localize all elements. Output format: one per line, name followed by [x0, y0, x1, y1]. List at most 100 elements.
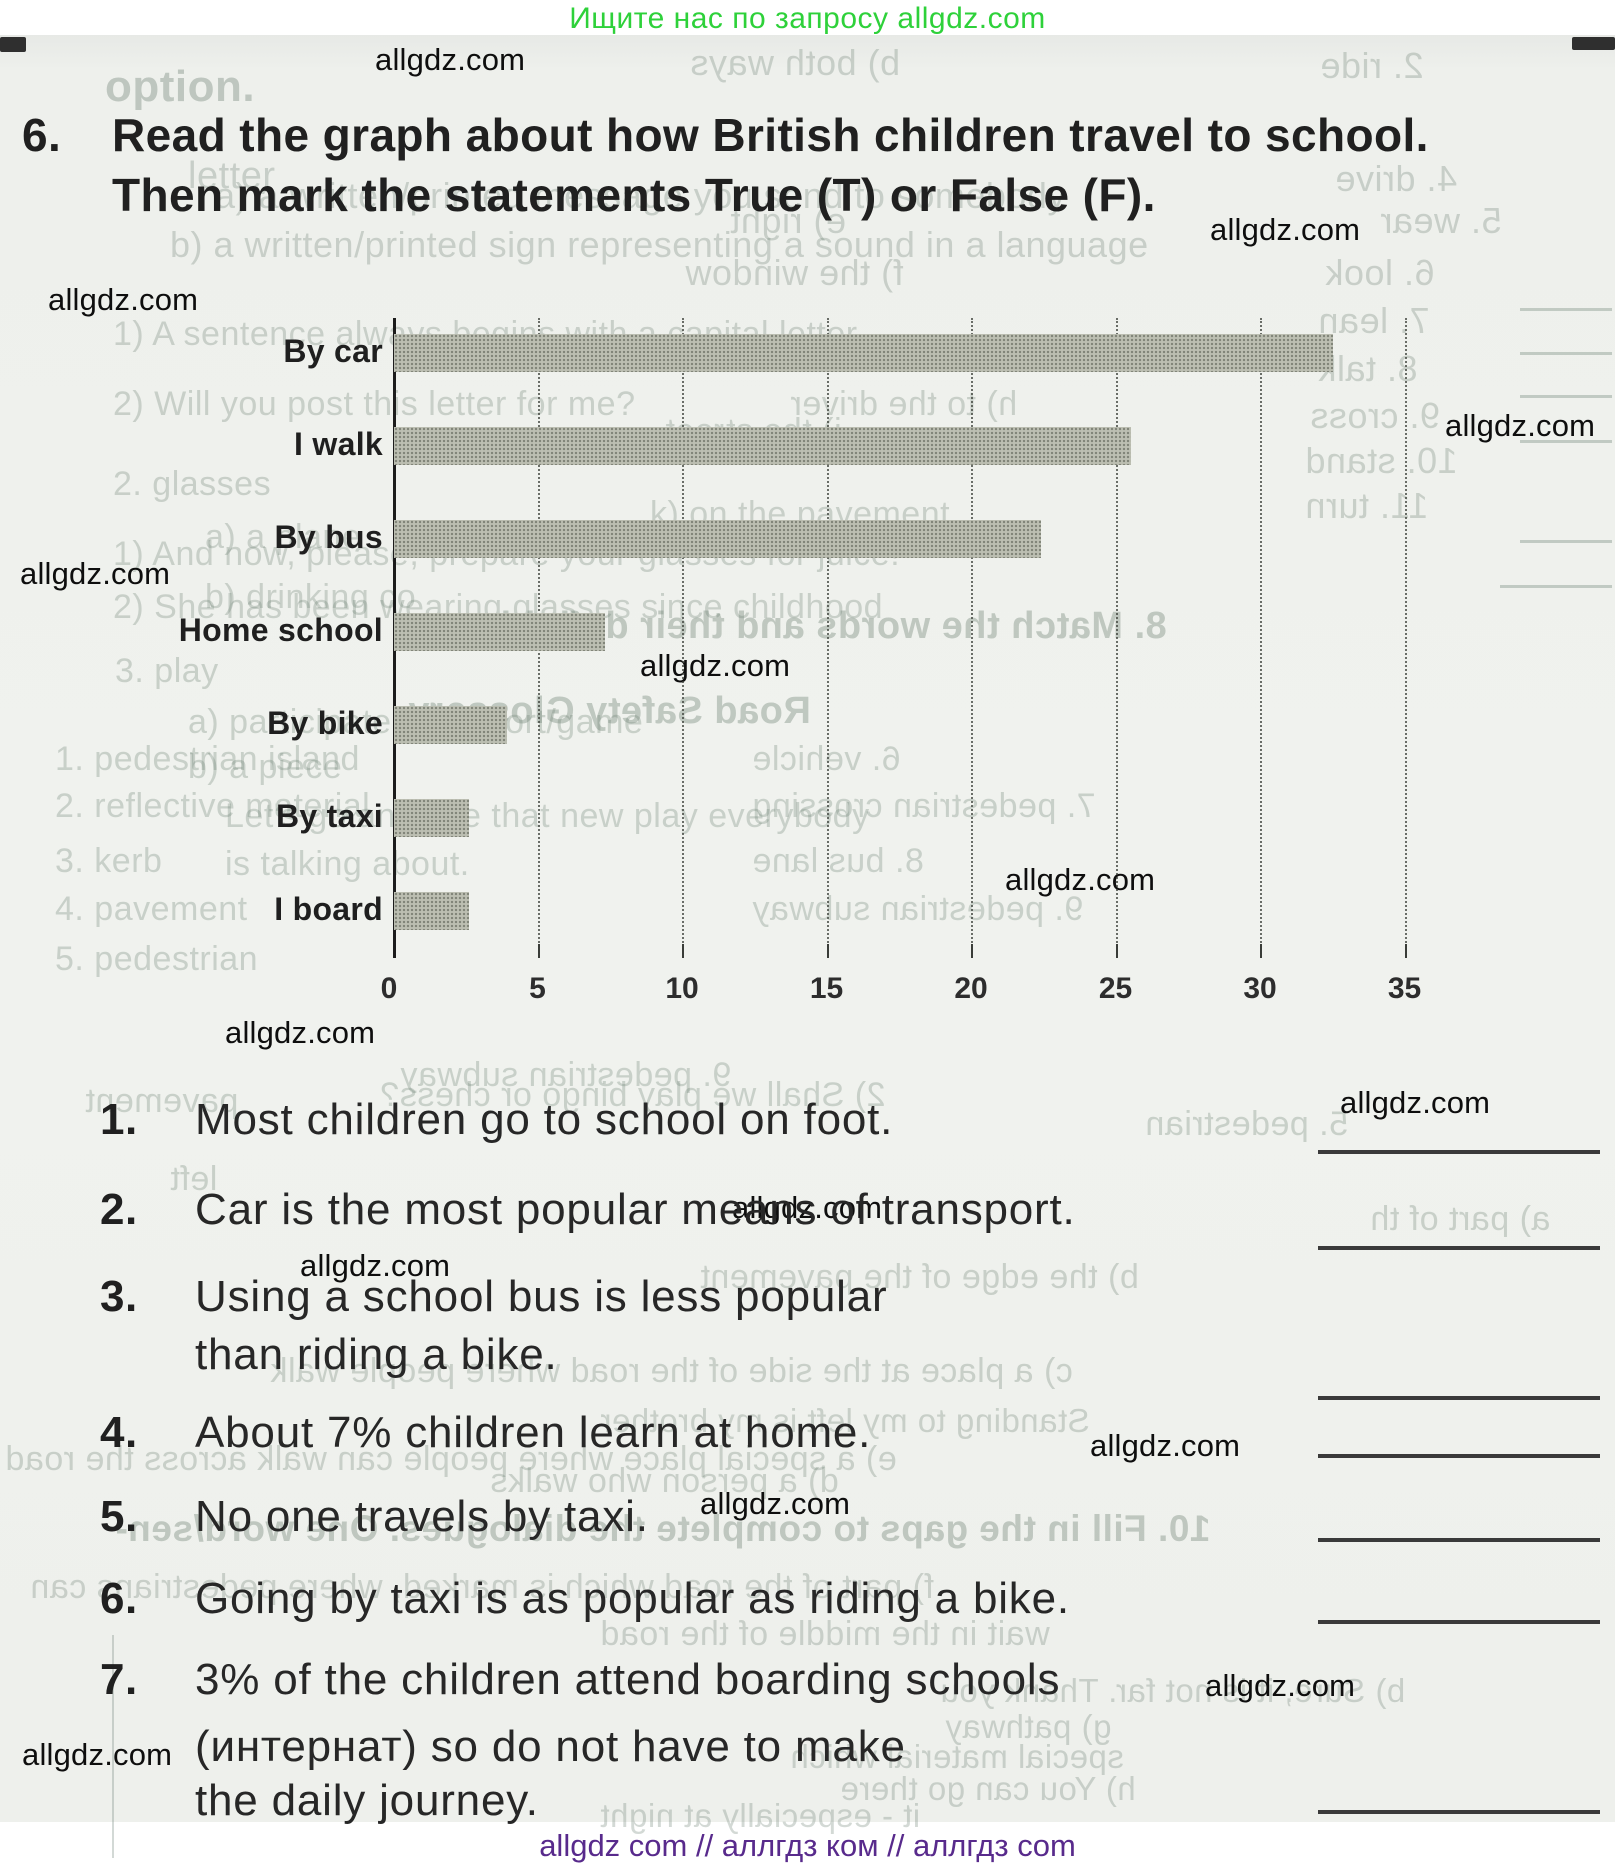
ghost-text: 4. pavement — [55, 890, 248, 928]
answer-blank-1 — [1318, 1150, 1600, 1154]
x-tick-label: 0 — [380, 972, 398, 1005]
ghost-text: 4. drive — [1335, 158, 1458, 199]
top-banner-text: Ищите нас по запросу allgdz.com — [569, 2, 1046, 35]
watermark-text: allgdz.com — [1340, 1085, 1491, 1120]
ghost-text: 2. glasses — [113, 465, 272, 503]
x-tick-label: 20 — [954, 972, 988, 1005]
ghost-text: letter — [188, 155, 276, 197]
statement-text: Most children go to school on foot. — [195, 1095, 894, 1144]
answer-blank-6 — [1318, 1620, 1600, 1624]
watermark-text: allgdz.com — [48, 282, 199, 317]
watermark-text: allgdz.com — [732, 1190, 883, 1225]
statement-number: 3. — [100, 1272, 138, 1321]
ghost-answer-line — [1520, 308, 1612, 311]
chart-gridline — [826, 318, 829, 958]
ghost-text: a) part of th — [1370, 1200, 1551, 1238]
chart-tick-mark — [537, 944, 540, 958]
chart-gridline — [682, 318, 684, 958]
bottom-footer-text: allgdz com // аллгдз ком // аллгдз com — [539, 1828, 1076, 1863]
bar-i-walk — [394, 427, 1131, 465]
bar-label: Home school — [178, 612, 383, 648]
bar-label: By bike — [267, 705, 383, 741]
answer-blank-3 — [1318, 1396, 1600, 1400]
bar-i-board — [394, 892, 469, 930]
ghost-text: 10. stand — [1305, 440, 1458, 481]
answer-blank-7 — [1318, 1810, 1600, 1814]
bar-by-car — [394, 334, 1333, 372]
ghost-text: 2. reflective material — [55, 787, 371, 825]
answer-blank-2 — [1318, 1246, 1600, 1250]
ghost-text: b) a piece — [188, 748, 343, 786]
statement-text: Car is the most popular means of transpo… — [195, 1185, 1076, 1234]
exercise-title-line1: Read the graph about how British childre… — [112, 109, 1429, 161]
ghost-text: 3. kerb — [55, 842, 163, 880]
chart-tick-mark — [826, 944, 829, 958]
ghost-text: 7. lean — [1318, 300, 1430, 341]
ghost-answer-line — [1520, 440, 1612, 443]
chart-gridline — [1404, 318, 1407, 958]
x-tick-label: 15 — [809, 972, 844, 1005]
ghost-text: 1. pedestrian island — [55, 740, 360, 778]
bar-label: I board — [274, 891, 383, 927]
ghost-text: a) a plane — [205, 518, 362, 556]
ghost-text: 8. bus lane — [752, 842, 924, 880]
bar-label: By car — [283, 333, 383, 369]
bar-label: I walk — [294, 426, 383, 462]
statement-number: 7. — [100, 1655, 138, 1704]
watermark-text: allgdz.com — [1090, 1428, 1241, 1463]
bar-label: By taxi — [275, 798, 383, 834]
watermark-text: allgdz.com — [1210, 212, 1361, 247]
statement-number: 2. — [100, 1185, 138, 1234]
answer-blank-4 — [1318, 1454, 1600, 1458]
bar-by-bus — [394, 520, 1041, 558]
chart-gridline — [1260, 318, 1262, 958]
watermark-text: allgdz.com — [225, 1015, 376, 1050]
chart-tick-mark — [682, 944, 684, 958]
ghost-text: 3. play — [115, 652, 219, 690]
statement-number: 1. — [100, 1095, 138, 1144]
watermark-text: allgdz.com — [375, 42, 526, 77]
x-tick-label: 25 — [1098, 972, 1133, 1005]
ghost-text: is talking about. — [225, 845, 470, 883]
statement-text: Going by taxi is as popular as riding a … — [195, 1574, 1070, 1623]
ghost-text: 2. ride — [1320, 45, 1424, 86]
ghost-answer-line — [1520, 395, 1612, 398]
statement-number: 6. — [100, 1574, 138, 1623]
statement-number: 5. — [100, 1492, 138, 1541]
statement-text: than riding a bike. — [195, 1330, 558, 1379]
watermark-text: allgdz.com — [22, 1737, 173, 1772]
ghost-text: b) both ways — [690, 42, 901, 83]
ghost-text: b) drinking co — [205, 578, 417, 616]
ghost-text: 11. turn — [1305, 485, 1429, 526]
x-tick-label: 30 — [1243, 972, 1277, 1005]
statement-text: No one travels by taxi. — [195, 1492, 649, 1541]
x-tick-label: 35 — [1387, 972, 1422, 1005]
statement-text: 3% of the children attend boarding schoo… — [195, 1655, 1061, 1704]
chart-gridline — [1115, 318, 1118, 958]
ghost-answer-line — [1500, 585, 1612, 588]
watermark-text: allgdz.com — [640, 648, 791, 683]
watermark-text: allgdz.com — [20, 556, 171, 591]
ghost-text: option. — [105, 62, 256, 111]
x-tick-label: 10 — [665, 972, 699, 1005]
scan-corner-mark-right — [1572, 37, 1615, 50]
bar-home-school — [394, 613, 605, 651]
ghost-text: b) a written/printed sign representing a… — [170, 224, 1149, 265]
statement-number: 4. — [100, 1408, 138, 1457]
bar-by-bike — [394, 706, 507, 744]
watermark-text: allgdz.com — [1005, 862, 1156, 897]
ghost-text: 2) Will you post this letter for me? — [113, 385, 636, 423]
ghost-text: 9. cross — [1310, 395, 1441, 436]
chart-tick-mark — [1260, 944, 1262, 958]
exercise-title-line2: Then mark the statements True (T) or Fal… — [112, 169, 1156, 221]
statement-text: About 7% children learn at home. — [195, 1408, 872, 1457]
watermark-text: allgdz.com — [1445, 408, 1596, 443]
ghost-text: 5. wear — [1380, 200, 1502, 241]
chart-gridline — [971, 318, 973, 958]
ghost-answer-line — [1520, 540, 1612, 543]
exercise-number: 6. — [22, 109, 62, 161]
ghost-box-border — [112, 1635, 114, 1858]
answer-blank-5 — [1318, 1538, 1600, 1542]
watermark-text: allgdz.com — [300, 1248, 451, 1283]
